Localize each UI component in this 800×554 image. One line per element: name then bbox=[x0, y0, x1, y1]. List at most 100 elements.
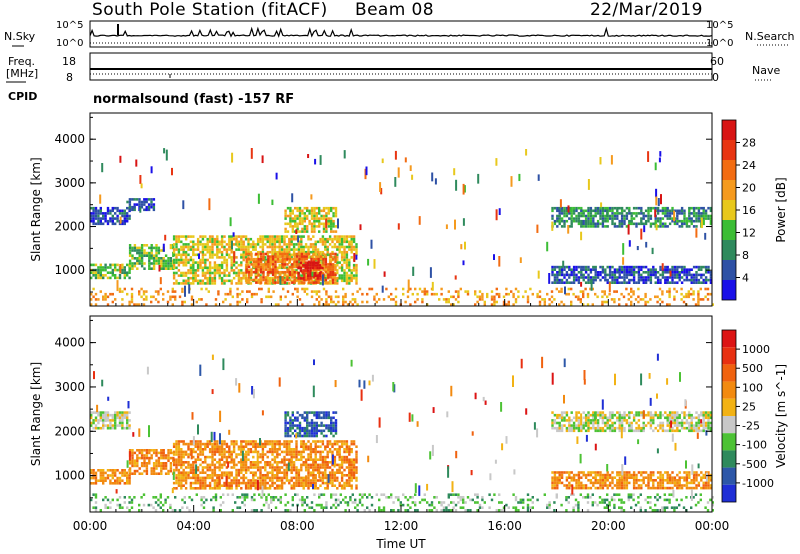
cell bbox=[630, 268, 633, 271]
colorbar-tick-label: 8 bbox=[742, 249, 749, 262]
cell bbox=[685, 222, 689, 226]
cell bbox=[333, 263, 337, 267]
cell bbox=[709, 278, 713, 282]
cell bbox=[697, 206, 701, 210]
cell bbox=[608, 268, 612, 271]
cell bbox=[296, 225, 299, 228]
cell bbox=[213, 276, 217, 280]
cell bbox=[630, 265, 633, 269]
cell bbox=[572, 424, 576, 427]
cell bbox=[167, 262, 170, 265]
cell bbox=[618, 413, 621, 417]
cell bbox=[133, 246, 137, 250]
cell bbox=[244, 481, 248, 485]
cell bbox=[582, 222, 585, 226]
cell bbox=[204, 282, 207, 285]
cell bbox=[264, 237, 267, 241]
cell bbox=[97, 426, 100, 430]
cell bbox=[673, 273, 677, 277]
cell bbox=[145, 464, 149, 468]
cell bbox=[266, 463, 269, 467]
cell bbox=[671, 271, 674, 274]
cell bbox=[143, 244, 146, 247]
cell bbox=[164, 234, 167, 241]
cell bbox=[652, 413, 655, 417]
cell bbox=[152, 295, 155, 299]
cell bbox=[283, 471, 286, 474]
cell bbox=[201, 466, 205, 469]
cell bbox=[300, 445, 303, 448]
cell bbox=[652, 222, 655, 226]
cell bbox=[208, 448, 212, 451]
cell bbox=[296, 206, 299, 210]
cell bbox=[204, 479, 207, 482]
cell bbox=[567, 292, 570, 296]
cell bbox=[345, 256, 349, 259]
cell bbox=[568, 268, 571, 271]
cell bbox=[290, 461, 293, 464]
cell bbox=[632, 268, 636, 271]
cell bbox=[264, 474, 267, 477]
cell bbox=[628, 411, 631, 414]
cell bbox=[218, 458, 221, 461]
cell bbox=[676, 222, 679, 226]
cell bbox=[329, 268, 332, 271]
cell bbox=[695, 228, 698, 238]
cell bbox=[167, 259, 170, 263]
cell bbox=[119, 155, 122, 163]
cell bbox=[630, 429, 633, 433]
cell bbox=[584, 419, 588, 422]
cell bbox=[586, 303, 590, 306]
cell bbox=[301, 287, 304, 291]
cell bbox=[102, 419, 105, 422]
cell bbox=[331, 442, 334, 446]
cell bbox=[104, 266, 107, 269]
cell bbox=[332, 429, 335, 433]
cell bbox=[327, 212, 330, 215]
cell bbox=[99, 276, 102, 280]
cell bbox=[208, 256, 212, 259]
cell bbox=[616, 268, 619, 271]
cell bbox=[325, 212, 328, 215]
cell bbox=[257, 268, 260, 271]
cell bbox=[128, 469, 132, 473]
cell bbox=[623, 265, 626, 269]
cell bbox=[550, 295, 554, 299]
cell bbox=[327, 413, 330, 417]
cell bbox=[143, 200, 146, 204]
cell bbox=[668, 214, 672, 218]
cell bbox=[294, 214, 297, 218]
cell bbox=[368, 287, 371, 291]
cell bbox=[313, 225, 316, 228]
cell bbox=[279, 276, 282, 285]
cell bbox=[664, 271, 667, 274]
cell bbox=[613, 225, 617, 228]
cell bbox=[310, 411, 314, 414]
cell bbox=[599, 214, 602, 218]
cell bbox=[138, 203, 141, 206]
cell bbox=[196, 442, 200, 446]
cell bbox=[180, 466, 183, 469]
cell bbox=[315, 278, 318, 282]
cell bbox=[587, 429, 590, 433]
cell bbox=[654, 222, 657, 226]
cell bbox=[330, 217, 333, 220]
cell bbox=[596, 295, 599, 299]
cell bbox=[128, 198, 132, 201]
cell bbox=[560, 290, 563, 293]
cell bbox=[421, 300, 424, 304]
cell bbox=[394, 303, 398, 306]
cell bbox=[281, 270, 284, 274]
cell bbox=[326, 245, 329, 249]
cell bbox=[208, 269, 212, 272]
cell bbox=[324, 255, 328, 258]
cell bbox=[338, 235, 341, 238]
cell bbox=[327, 268, 330, 271]
cell bbox=[293, 257, 296, 261]
cell bbox=[138, 257, 141, 260]
cell bbox=[106, 426, 110, 430]
cell bbox=[290, 476, 293, 480]
cell bbox=[348, 474, 351, 477]
cell bbox=[150, 251, 153, 255]
cell bbox=[310, 295, 314, 299]
